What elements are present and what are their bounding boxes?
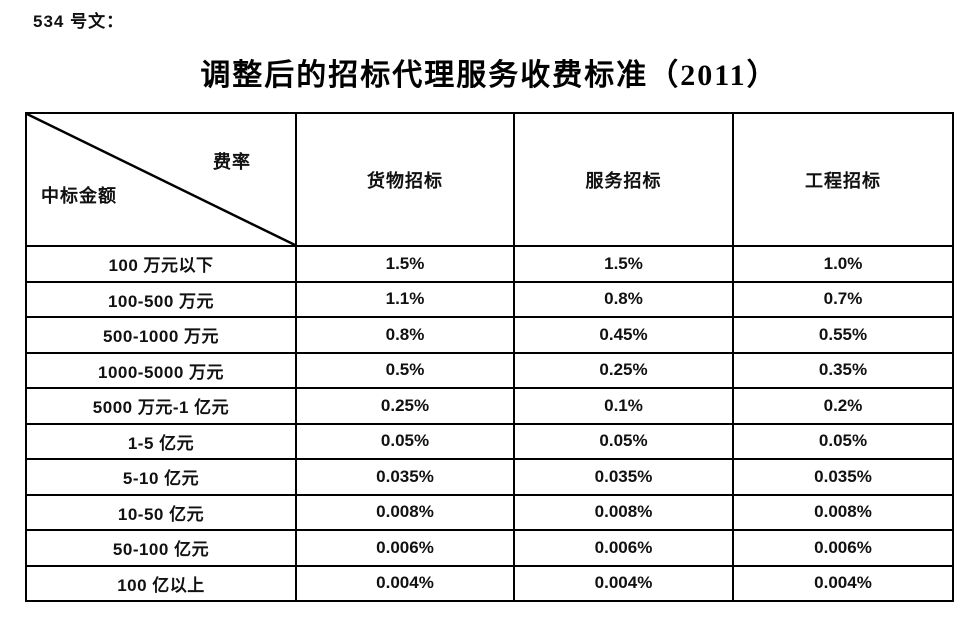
rate-value: 0.035% xyxy=(513,458,734,496)
rate-value: 0.1% xyxy=(513,387,734,425)
corner-label-rate: 费率 xyxy=(213,152,251,172)
rate-value: 0.004% xyxy=(513,564,734,602)
rate-value: 0.8% xyxy=(295,316,515,354)
rate-value: 0.004% xyxy=(732,564,954,602)
table-row: 100 万元以下 1.5% 1.5% 1.0% xyxy=(25,245,954,283)
rate-value: 0.004% xyxy=(295,564,515,602)
table-row: 50-100 亿元 0.006% 0.006% 0.006% xyxy=(25,529,954,567)
row-label: 100 万元以下 xyxy=(25,245,297,283)
rate-value: 1.1% xyxy=(295,280,515,318)
row-label: 50-100 亿元 xyxy=(25,529,297,567)
row-label: 100 亿以上 xyxy=(25,564,297,602)
rate-value: 0.35% xyxy=(732,351,954,389)
rate-value: 0.008% xyxy=(513,493,734,531)
fee-table-body: 100 万元以下 1.5% 1.5% 1.0% 100-500 万元 1.1% 0.8% 0.… xyxy=(25,245,954,602)
rate-value: 0.55% xyxy=(732,316,954,354)
column-header-services: 服务招标 xyxy=(513,112,734,247)
rate-value: 0.008% xyxy=(295,493,515,531)
rate-value: 1.5% xyxy=(295,245,515,283)
table-row: 5-10 亿元 0.035% 0.035% 0.035% xyxy=(25,458,954,496)
page-title: 调整后的招标代理服务收费标准（2011） xyxy=(200,59,779,92)
corner-header-cell: 费率 中标金额 xyxy=(25,112,297,247)
rate-value: 0.7% xyxy=(732,280,954,318)
rate-value: 0.035% xyxy=(295,458,515,496)
row-label: 500-1000 万元 xyxy=(25,316,297,354)
table-row: 100-500 万元 1.1% 0.8% 0.7% xyxy=(25,280,954,318)
rate-value: 0.45% xyxy=(513,316,734,354)
diagonal-divider-line xyxy=(28,115,294,244)
rate-value: 0.05% xyxy=(732,422,954,460)
row-label: 1-5 亿元 xyxy=(25,422,297,460)
rate-value: 0.035% xyxy=(732,458,954,496)
row-label: 5-10 亿元 xyxy=(25,458,297,496)
rate-value: 0.05% xyxy=(295,422,515,460)
fee-rate-table: 费率 中标金额 货物招标 服务招标 工程招标 100 万元以下 1.5% 1.5% 1… xyxy=(25,112,954,602)
rate-value: 1.5% xyxy=(513,245,734,283)
row-label: 5000 万元-1 亿元 xyxy=(25,387,297,425)
row-label: 10-50 亿元 xyxy=(25,493,297,531)
rate-value: 0.008% xyxy=(732,493,954,531)
column-header-goods: 货物招标 xyxy=(295,112,515,247)
table-row: 1-5 亿元 0.05% 0.05% 0.05% xyxy=(25,422,954,460)
rate-value: 0.05% xyxy=(513,422,734,460)
column-header-engineering: 工程招标 xyxy=(732,112,954,247)
table-row: 500-1000 万元 0.8% 0.45% 0.55% xyxy=(25,316,954,354)
rate-value: 0.006% xyxy=(295,529,515,567)
table-row: 1000-5000 万元 0.5% 0.25% 0.35% xyxy=(25,351,954,389)
table-header-row: 费率 中标金额 货物招标 服务招标 工程招标 xyxy=(25,112,954,247)
rate-value: 1.0% xyxy=(732,245,954,283)
rate-value: 0.006% xyxy=(513,529,734,567)
corner-label-amount: 中标金额 xyxy=(41,186,117,206)
rate-value: 0.5% xyxy=(295,351,515,389)
rate-value: 0.006% xyxy=(732,529,954,567)
doc-number-label: 534 号文： xyxy=(33,12,125,31)
rate-value: 0.25% xyxy=(295,387,515,425)
rate-value: 0.25% xyxy=(513,351,734,389)
table-row: 5000 万元-1 亿元 0.25% 0.1% 0.2% xyxy=(25,387,954,425)
rate-value: 0.8% xyxy=(513,280,734,318)
table-row: 10-50 亿元 0.008% 0.008% 0.008% xyxy=(25,493,954,531)
row-label: 100-500 万元 xyxy=(25,280,297,318)
table-row: 100 亿以上 0.004% 0.004% 0.004% xyxy=(25,564,954,602)
row-label: 1000-5000 万元 xyxy=(25,351,297,389)
rate-value: 0.2% xyxy=(732,387,954,425)
